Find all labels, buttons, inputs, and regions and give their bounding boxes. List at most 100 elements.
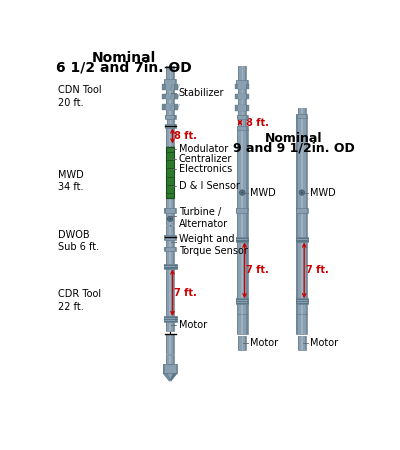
- Bar: [173, 82, 174, 116]
- Bar: [296, 212, 307, 239]
- Bar: [306, 314, 307, 334]
- Bar: [167, 118, 174, 125]
- Bar: [235, 84, 249, 89]
- Bar: [296, 314, 307, 334]
- Bar: [296, 237, 308, 242]
- Bar: [173, 250, 174, 266]
- Text: CDN Tool
20 ft.: CDN Tool 20 ft.: [58, 85, 101, 108]
- Bar: [238, 336, 239, 351]
- Text: Motor: Motor: [179, 320, 207, 330]
- Bar: [162, 94, 178, 99]
- Bar: [238, 118, 246, 127]
- Bar: [166, 334, 174, 354]
- Bar: [162, 104, 178, 110]
- Text: DWOB
Sub 6 ft.: DWOB Sub 6 ft.: [58, 230, 99, 252]
- Bar: [246, 242, 248, 314]
- Bar: [296, 208, 308, 212]
- Bar: [164, 316, 165, 322]
- Polygon shape: [167, 374, 173, 380]
- Bar: [164, 79, 176, 84]
- Bar: [236, 80, 248, 84]
- Bar: [166, 85, 174, 90]
- Bar: [241, 212, 243, 239]
- Bar: [164, 235, 166, 239]
- Bar: [296, 208, 297, 212]
- Bar: [166, 212, 174, 225]
- Bar: [173, 212, 174, 225]
- Bar: [237, 115, 248, 119]
- Bar: [166, 198, 167, 210]
- Bar: [175, 316, 177, 322]
- Bar: [238, 84, 246, 89]
- Bar: [166, 250, 174, 266]
- Bar: [175, 79, 176, 84]
- Bar: [170, 146, 171, 147]
- Bar: [165, 124, 166, 127]
- Bar: [166, 239, 167, 248]
- Text: Nominal: Nominal: [92, 51, 156, 65]
- Bar: [166, 66, 167, 81]
- Bar: [298, 336, 306, 351]
- Bar: [241, 242, 243, 314]
- Bar: [238, 82, 246, 116]
- Bar: [166, 269, 167, 331]
- Bar: [164, 208, 166, 212]
- Bar: [296, 212, 298, 239]
- Bar: [237, 212, 248, 239]
- Bar: [238, 336, 246, 351]
- Bar: [174, 247, 176, 251]
- Text: CDR Tool
22 ft.: CDR Tool 22 ft.: [58, 289, 101, 311]
- Bar: [296, 237, 297, 242]
- Text: Turbine /
Alternator: Turbine / Alternator: [179, 207, 228, 229]
- Bar: [166, 126, 174, 146]
- Bar: [306, 208, 308, 212]
- Bar: [237, 212, 238, 239]
- Polygon shape: [168, 374, 177, 381]
- Bar: [305, 108, 306, 116]
- Bar: [164, 208, 176, 212]
- Text: 9 and 9 1/2in. OD: 9 and 9 1/2in. OD: [233, 141, 355, 154]
- Bar: [306, 298, 308, 304]
- Bar: [176, 364, 177, 373]
- Bar: [296, 114, 307, 118]
- Bar: [170, 355, 171, 364]
- Polygon shape: [163, 374, 172, 381]
- Bar: [245, 82, 246, 116]
- Bar: [237, 126, 238, 130]
- Bar: [305, 336, 306, 351]
- Bar: [247, 208, 248, 212]
- Circle shape: [299, 190, 304, 195]
- Bar: [170, 226, 171, 237]
- Bar: [246, 126, 248, 130]
- Bar: [296, 298, 297, 304]
- Bar: [164, 247, 176, 251]
- Bar: [246, 314, 248, 334]
- Circle shape: [240, 190, 245, 195]
- Bar: [238, 105, 246, 111]
- Bar: [247, 80, 248, 84]
- Bar: [170, 198, 171, 210]
- Bar: [238, 66, 246, 81]
- Text: MWD
34 ft.: MWD 34 ft.: [58, 170, 84, 192]
- Bar: [173, 66, 174, 81]
- Text: 7 ft.: 7 ft.: [246, 266, 269, 275]
- Circle shape: [168, 216, 173, 221]
- Bar: [164, 264, 165, 269]
- Bar: [236, 298, 248, 304]
- Bar: [301, 117, 303, 210]
- Bar: [166, 226, 174, 237]
- Bar: [170, 239, 171, 248]
- Text: Stabilizer: Stabilizer: [179, 87, 224, 98]
- Bar: [165, 115, 166, 119]
- Text: 7 ft.: 7 ft.: [306, 266, 328, 275]
- Text: D & I Sensor: D & I Sensor: [179, 181, 240, 191]
- Bar: [170, 82, 171, 116]
- Bar: [166, 355, 174, 364]
- Bar: [298, 108, 299, 116]
- Bar: [238, 118, 239, 127]
- Bar: [245, 66, 246, 81]
- Bar: [166, 226, 167, 237]
- Text: MWD: MWD: [310, 188, 335, 198]
- Bar: [301, 242, 303, 314]
- Bar: [237, 242, 248, 314]
